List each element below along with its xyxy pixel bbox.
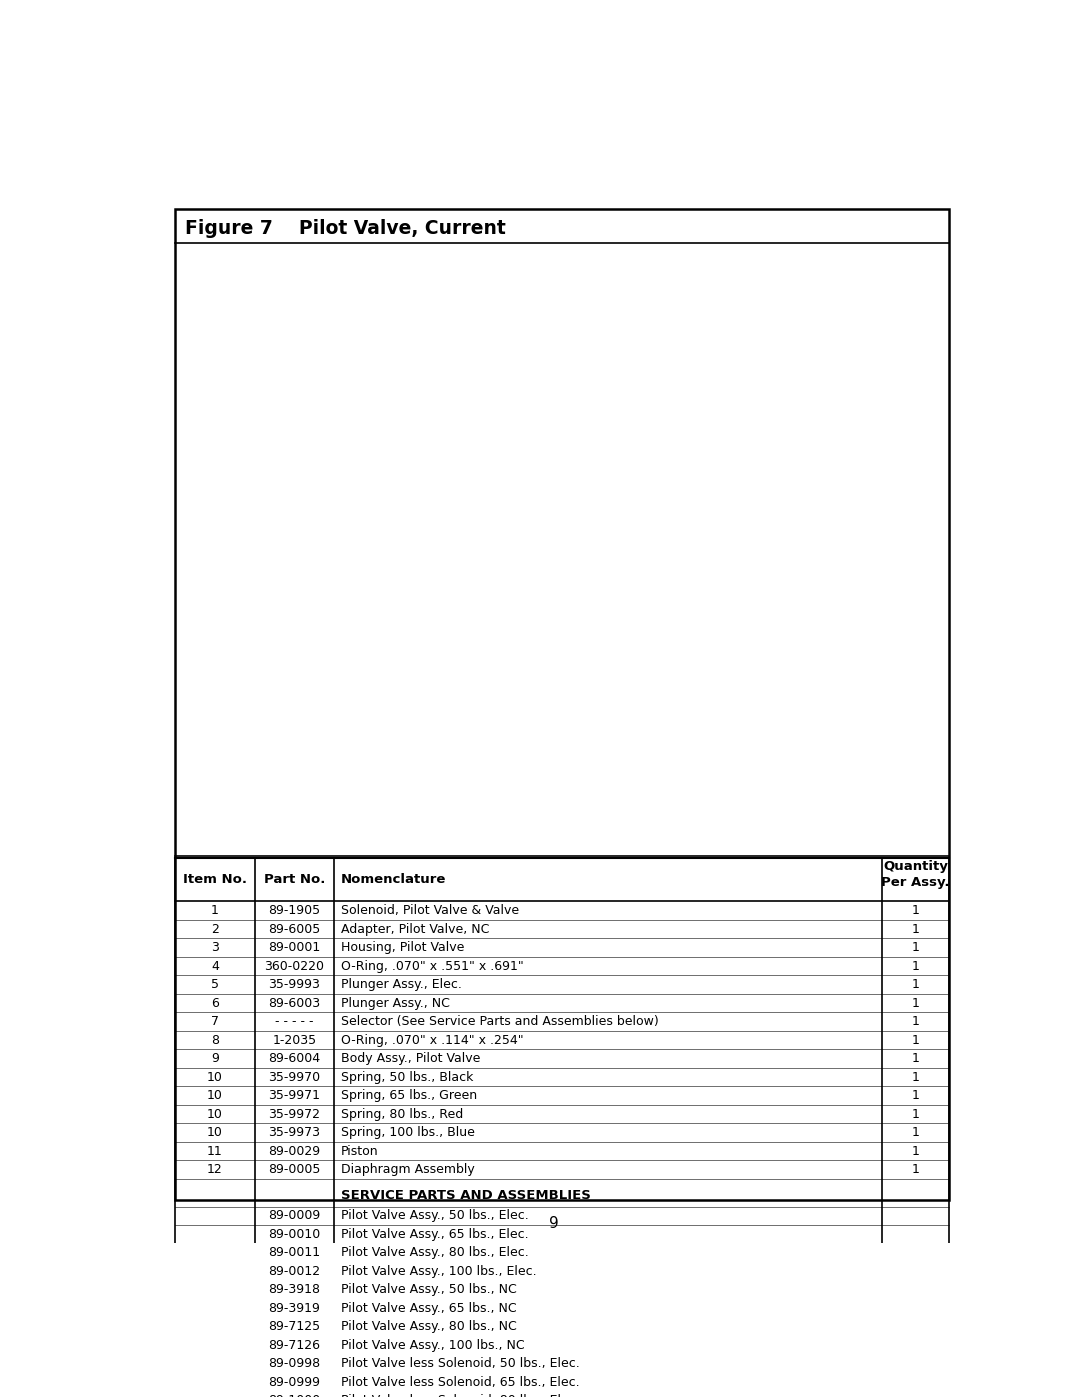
Text: Selector (See Service Parts and Assemblies below): Selector (See Service Parts and Assembli… [341, 1016, 659, 1028]
Text: Part No.: Part No. [264, 873, 325, 886]
Text: 89-0029: 89-0029 [269, 1144, 321, 1158]
Text: 3: 3 [211, 942, 219, 954]
Text: 10: 10 [207, 1126, 222, 1139]
Text: Spring, 80 lbs., Red: Spring, 80 lbs., Red [341, 1108, 463, 1120]
Text: Nomenclature: Nomenclature [341, 873, 446, 886]
Text: SERVICE PARTS AND ASSEMBLIES: SERVICE PARTS AND ASSEMBLIES [341, 1189, 591, 1203]
Text: 1: 1 [912, 978, 919, 990]
Text: 89-3919: 89-3919 [269, 1302, 321, 1315]
Text: 9: 9 [211, 1052, 219, 1065]
Text: 35-9970: 35-9970 [269, 1070, 321, 1084]
Text: 89-7126: 89-7126 [269, 1338, 321, 1352]
Text: 2: 2 [211, 922, 219, 936]
Text: Pilot Valve Assy., 50 lbs., Elec.: Pilot Valve Assy., 50 lbs., Elec. [341, 1210, 528, 1222]
Text: 1: 1 [912, 960, 919, 972]
Text: 1: 1 [912, 922, 919, 936]
Text: 1: 1 [912, 942, 919, 954]
Text: Spring, 65 lbs., Green: Spring, 65 lbs., Green [341, 1090, 477, 1102]
Text: 10: 10 [207, 1108, 222, 1120]
Text: Pilot Valve Assy., 80 lbs., NC: Pilot Valve Assy., 80 lbs., NC [341, 1320, 516, 1333]
Text: 89-0005: 89-0005 [268, 1164, 321, 1176]
Text: Piston: Piston [341, 1144, 378, 1158]
Text: Item No.: Item No. [183, 873, 247, 886]
Text: Pilot Valve less Solenoid, 65 lbs., Elec.: Pilot Valve less Solenoid, 65 lbs., Elec… [341, 1376, 580, 1389]
Text: 35-9972: 35-9972 [269, 1108, 321, 1120]
Text: Diaphragm Assembly: Diaphragm Assembly [341, 1164, 474, 1176]
Text: 89-0998: 89-0998 [269, 1358, 321, 1370]
Text: 1: 1 [211, 904, 219, 916]
Text: 35-9993: 35-9993 [269, 978, 321, 990]
Text: Pilot Valve less Solenoid, 50 lbs., Elec.: Pilot Valve less Solenoid, 50 lbs., Elec… [341, 1358, 580, 1370]
Text: O-Ring, .070" x .551" x .691": O-Ring, .070" x .551" x .691" [341, 960, 524, 972]
Text: Pilot Valve Assy., 50 lbs., NC: Pilot Valve Assy., 50 lbs., NC [341, 1284, 516, 1296]
Text: 6: 6 [211, 996, 219, 1010]
Text: 89-1000: 89-1000 [268, 1394, 321, 1397]
Text: 89-6005: 89-6005 [268, 922, 321, 936]
Text: O-Ring, .070" x .114" x .254": O-Ring, .070" x .114" x .254" [341, 1034, 524, 1046]
Text: 9: 9 [549, 1217, 558, 1232]
Text: 1: 1 [912, 1052, 919, 1065]
Text: Spring, 50 lbs., Black: Spring, 50 lbs., Black [341, 1070, 473, 1084]
Text: Pilot Valve Assy., 100 lbs., Elec.: Pilot Valve Assy., 100 lbs., Elec. [341, 1264, 537, 1278]
Text: 1: 1 [912, 1164, 919, 1176]
Text: Pilot Valve Assy., 65 lbs., Elec.: Pilot Valve Assy., 65 lbs., Elec. [341, 1228, 528, 1241]
Text: Plunger Assy., NC: Plunger Assy., NC [341, 996, 449, 1010]
Text: 35-9973: 35-9973 [269, 1126, 321, 1139]
Text: 89-0011: 89-0011 [269, 1246, 321, 1259]
Text: 89-0999: 89-0999 [269, 1376, 321, 1389]
Text: 1: 1 [912, 1070, 919, 1084]
Text: Pilot Valve Assy., 80 lbs., Elec.: Pilot Valve Assy., 80 lbs., Elec. [341, 1246, 528, 1259]
Text: Body Assy., Pilot Valve: Body Assy., Pilot Valve [341, 1052, 481, 1065]
Text: Pilot Valve less Solenoid, 80 lbs., Elec.: Pilot Valve less Solenoid, 80 lbs., Elec… [341, 1394, 580, 1397]
Text: 10: 10 [207, 1070, 222, 1084]
Text: Solenoid, Pilot Valve & Valve: Solenoid, Pilot Valve & Valve [341, 904, 519, 916]
Text: 89-0012: 89-0012 [269, 1264, 321, 1278]
Text: 5: 5 [211, 978, 219, 990]
Text: 1: 1 [912, 1090, 919, 1102]
Text: 89-1905: 89-1905 [269, 904, 321, 916]
Text: 1: 1 [912, 1034, 919, 1046]
Text: Pilot Valve Assy., 100 lbs., NC: Pilot Valve Assy., 100 lbs., NC [341, 1338, 525, 1352]
Text: 8: 8 [211, 1034, 219, 1046]
Text: Housing, Pilot Valve: Housing, Pilot Valve [341, 942, 464, 954]
Text: - - - - -: - - - - - [275, 1016, 313, 1028]
Text: 10: 10 [207, 1090, 222, 1102]
Text: 1: 1 [912, 1144, 919, 1158]
Text: 89-0010: 89-0010 [268, 1228, 321, 1241]
Text: 360-0220: 360-0220 [265, 960, 324, 972]
Text: 12: 12 [207, 1164, 222, 1176]
Text: 1-2035: 1-2035 [272, 1034, 316, 1046]
Text: 1: 1 [912, 996, 919, 1010]
Text: Spring, 100 lbs., Blue: Spring, 100 lbs., Blue [341, 1126, 475, 1139]
Text: 89-0009: 89-0009 [268, 1210, 321, 1222]
Text: 11: 11 [207, 1144, 222, 1158]
Text: Adapter, Pilot Valve, NC: Adapter, Pilot Valve, NC [341, 922, 489, 936]
Text: 89-6004: 89-6004 [269, 1052, 321, 1065]
Text: Figure 7    Pilot Valve, Current: Figure 7 Pilot Valve, Current [186, 219, 505, 239]
Text: 35-9971: 35-9971 [269, 1090, 321, 1102]
Text: 1: 1 [912, 1126, 919, 1139]
Text: 1: 1 [912, 1108, 919, 1120]
Text: 7: 7 [211, 1016, 219, 1028]
Text: 89-3918: 89-3918 [269, 1284, 321, 1296]
Text: 89-6003: 89-6003 [269, 996, 321, 1010]
Text: 89-0001: 89-0001 [268, 942, 321, 954]
Text: 4: 4 [211, 960, 219, 972]
Text: 1: 1 [912, 1016, 919, 1028]
Text: Plunger Assy., Elec.: Plunger Assy., Elec. [341, 978, 462, 990]
Text: Quantity
Per Assy.: Quantity Per Assy. [881, 861, 949, 888]
Text: 89-7125: 89-7125 [269, 1320, 321, 1333]
Text: Pilot Valve Assy., 65 lbs., NC: Pilot Valve Assy., 65 lbs., NC [341, 1302, 516, 1315]
Text: 1: 1 [912, 904, 919, 916]
